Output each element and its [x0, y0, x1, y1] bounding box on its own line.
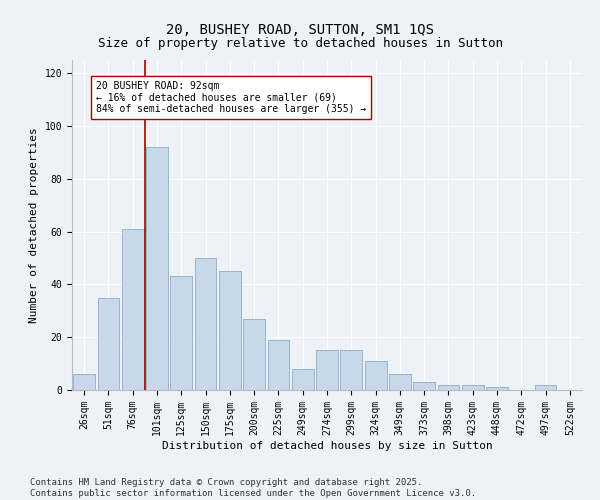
Bar — [170, 276, 192, 390]
Bar — [365, 361, 386, 390]
X-axis label: Distribution of detached houses by size in Sutton: Distribution of detached houses by size … — [161, 440, 493, 450]
Bar — [413, 382, 435, 390]
Bar — [437, 384, 460, 390]
Text: Size of property relative to detached houses in Sutton: Size of property relative to detached ho… — [97, 38, 503, 51]
Bar — [219, 271, 241, 390]
Bar — [268, 340, 289, 390]
Bar — [292, 369, 314, 390]
Bar — [316, 350, 338, 390]
Bar — [340, 350, 362, 390]
Text: Contains HM Land Registry data © Crown copyright and database right 2025.
Contai: Contains HM Land Registry data © Crown c… — [30, 478, 476, 498]
Bar — [535, 384, 556, 390]
Text: 20, BUSHEY ROAD, SUTTON, SM1 1QS: 20, BUSHEY ROAD, SUTTON, SM1 1QS — [166, 22, 434, 36]
Bar — [243, 318, 265, 390]
Bar — [97, 298, 119, 390]
Bar — [73, 374, 95, 390]
Bar — [122, 229, 143, 390]
Bar — [389, 374, 411, 390]
Bar — [194, 258, 217, 390]
Y-axis label: Number of detached properties: Number of detached properties — [29, 127, 39, 323]
Text: 20 BUSHEY ROAD: 92sqm
← 16% of detached houses are smaller (69)
84% of semi-deta: 20 BUSHEY ROAD: 92sqm ← 16% of detached … — [96, 81, 367, 114]
Bar — [146, 147, 168, 390]
Bar — [486, 388, 508, 390]
Bar — [462, 384, 484, 390]
